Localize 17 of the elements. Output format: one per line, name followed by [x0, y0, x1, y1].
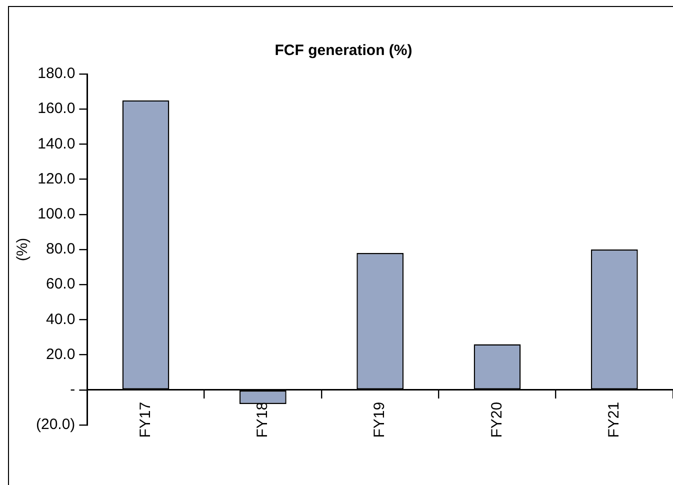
y-tick-label: 120.0 — [38, 170, 76, 188]
y-tick-label: 160.0 — [38, 100, 76, 118]
y-tick-label: 20.0 — [46, 346, 76, 363]
y-tick-label: 80.0 — [46, 240, 76, 258]
x-tick-label: FY17 — [136, 402, 154, 438]
chart-title: FCF generation (%) — [274, 42, 412, 60]
y-tick-label: (20.0) — [36, 416, 76, 434]
x-tick-label: FY19 — [371, 402, 388, 438]
y-tick-label: - — [70, 381, 76, 398]
x-tick-label: FY21 — [606, 402, 623, 438]
y-axis-title: (%) — [14, 238, 32, 262]
y-tick-label: 40.0 — [46, 310, 76, 328]
y-tick-label: 180.0 — [38, 65, 76, 82]
x-tick-label: FY20 — [488, 402, 506, 438]
y-tick-label: 60.0 — [46, 276, 76, 293]
y-tick-label: 100.0 — [38, 206, 76, 223]
y-tick-label: 140.0 — [38, 135, 76, 152]
